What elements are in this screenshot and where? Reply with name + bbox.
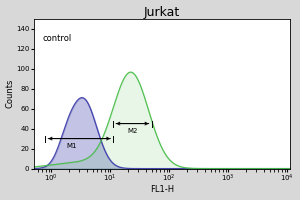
- X-axis label: FL1-H: FL1-H: [150, 185, 174, 194]
- Y-axis label: Counts: Counts: [6, 79, 15, 108]
- Text: M2: M2: [128, 128, 138, 134]
- Text: control: control: [43, 34, 72, 43]
- Title: Jurkat: Jurkat: [144, 6, 180, 19]
- Text: M1: M1: [67, 143, 77, 149]
